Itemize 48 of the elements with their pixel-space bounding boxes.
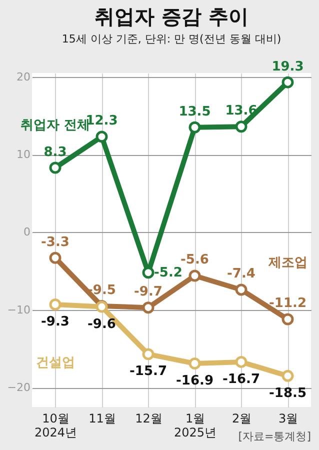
point <box>282 370 294 382</box>
point <box>49 162 62 174</box>
point <box>142 302 154 314</box>
x-tick-label: 1월 2025년 <box>174 412 217 440</box>
text: [자료=통계청] <box>238 430 311 443</box>
point <box>282 313 294 326</box>
point <box>142 348 154 360</box>
data-label: -16.9 <box>176 374 214 388</box>
y-tick-label: 0 <box>24 226 30 239</box>
data-label: -7.4 <box>227 266 256 282</box>
data-label: -18.5 <box>269 386 306 401</box>
point <box>188 358 201 370</box>
data-label: -5.2 <box>154 266 182 281</box>
data-label: -9.3 <box>41 314 70 330</box>
point <box>235 356 248 368</box>
x-tick-label: 2월 <box>232 412 252 426</box>
data-label: -9.7 <box>134 284 162 300</box>
y-tick-label: −20 <box>7 381 30 394</box>
data-label: 19.3 <box>272 59 304 74</box>
point <box>282 76 294 88</box>
data-label: -9.5 <box>88 283 116 298</box>
data-label: 13.5 <box>178 104 211 120</box>
x-tick-label: 3월 <box>278 412 298 426</box>
text: 제조업 <box>267 256 308 271</box>
data-label: -9.6 <box>88 316 116 332</box>
point <box>49 298 62 310</box>
y-tick-label: −10 <box>7 303 30 316</box>
chart-subtitle: 15세 이상 기준, 단위: 만 명(전년 동월 대비) <box>62 32 282 46</box>
point <box>235 284 248 296</box>
point <box>188 121 201 134</box>
x-tick-label: 11월 <box>88 412 116 426</box>
point <box>142 266 154 279</box>
point <box>49 252 62 264</box>
x-tick-label: 12월 <box>135 412 162 426</box>
point <box>235 120 248 133</box>
x-tick-label: 10월 2024년 <box>34 412 78 440</box>
data-label: -16.7 <box>222 372 260 387</box>
text: 건설업 <box>36 356 75 371</box>
y-tick-label: 10 <box>16 148 30 162</box>
data-label: 8.3 <box>44 144 67 160</box>
point <box>188 270 201 282</box>
data-label: -15.7 <box>130 364 167 380</box>
data-label: -5.6 <box>180 252 209 268</box>
chart-title: 취업자 증감 추이 <box>94 4 248 28</box>
point <box>96 130 108 143</box>
y-tick-label: 20 <box>16 70 30 84</box>
data-label: -3.3 <box>41 234 70 250</box>
data-label: -11.2 <box>269 296 306 312</box>
